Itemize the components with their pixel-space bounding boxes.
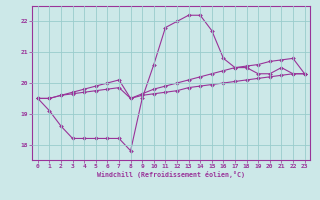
X-axis label: Windchill (Refroidissement éolien,°C): Windchill (Refroidissement éolien,°C) [97,171,245,178]
